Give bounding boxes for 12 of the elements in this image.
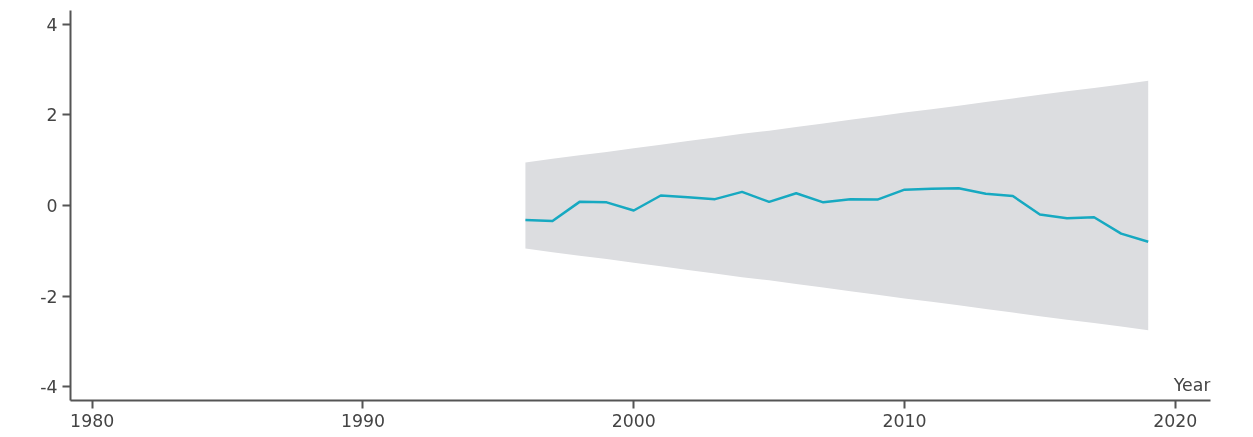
y-tick-label: -2 bbox=[40, 286, 58, 307]
x-tick-label: 2020 bbox=[1153, 410, 1198, 431]
y-tick-label: 2 bbox=[46, 105, 58, 126]
y-tick-label: -4 bbox=[40, 377, 58, 398]
line-series bbox=[524, 187, 1150, 244]
x-tick-label: 2010 bbox=[882, 410, 927, 431]
x-tick-label: 2000 bbox=[611, 410, 656, 431]
x-tick-label: 1980 bbox=[70, 410, 115, 431]
y-tick-label: 4 bbox=[46, 14, 58, 35]
x-tick-label: 1990 bbox=[340, 410, 386, 431]
x-axis-title: Year bbox=[1172, 374, 1212, 395]
y-tick-label: 0 bbox=[46, 196, 58, 216]
